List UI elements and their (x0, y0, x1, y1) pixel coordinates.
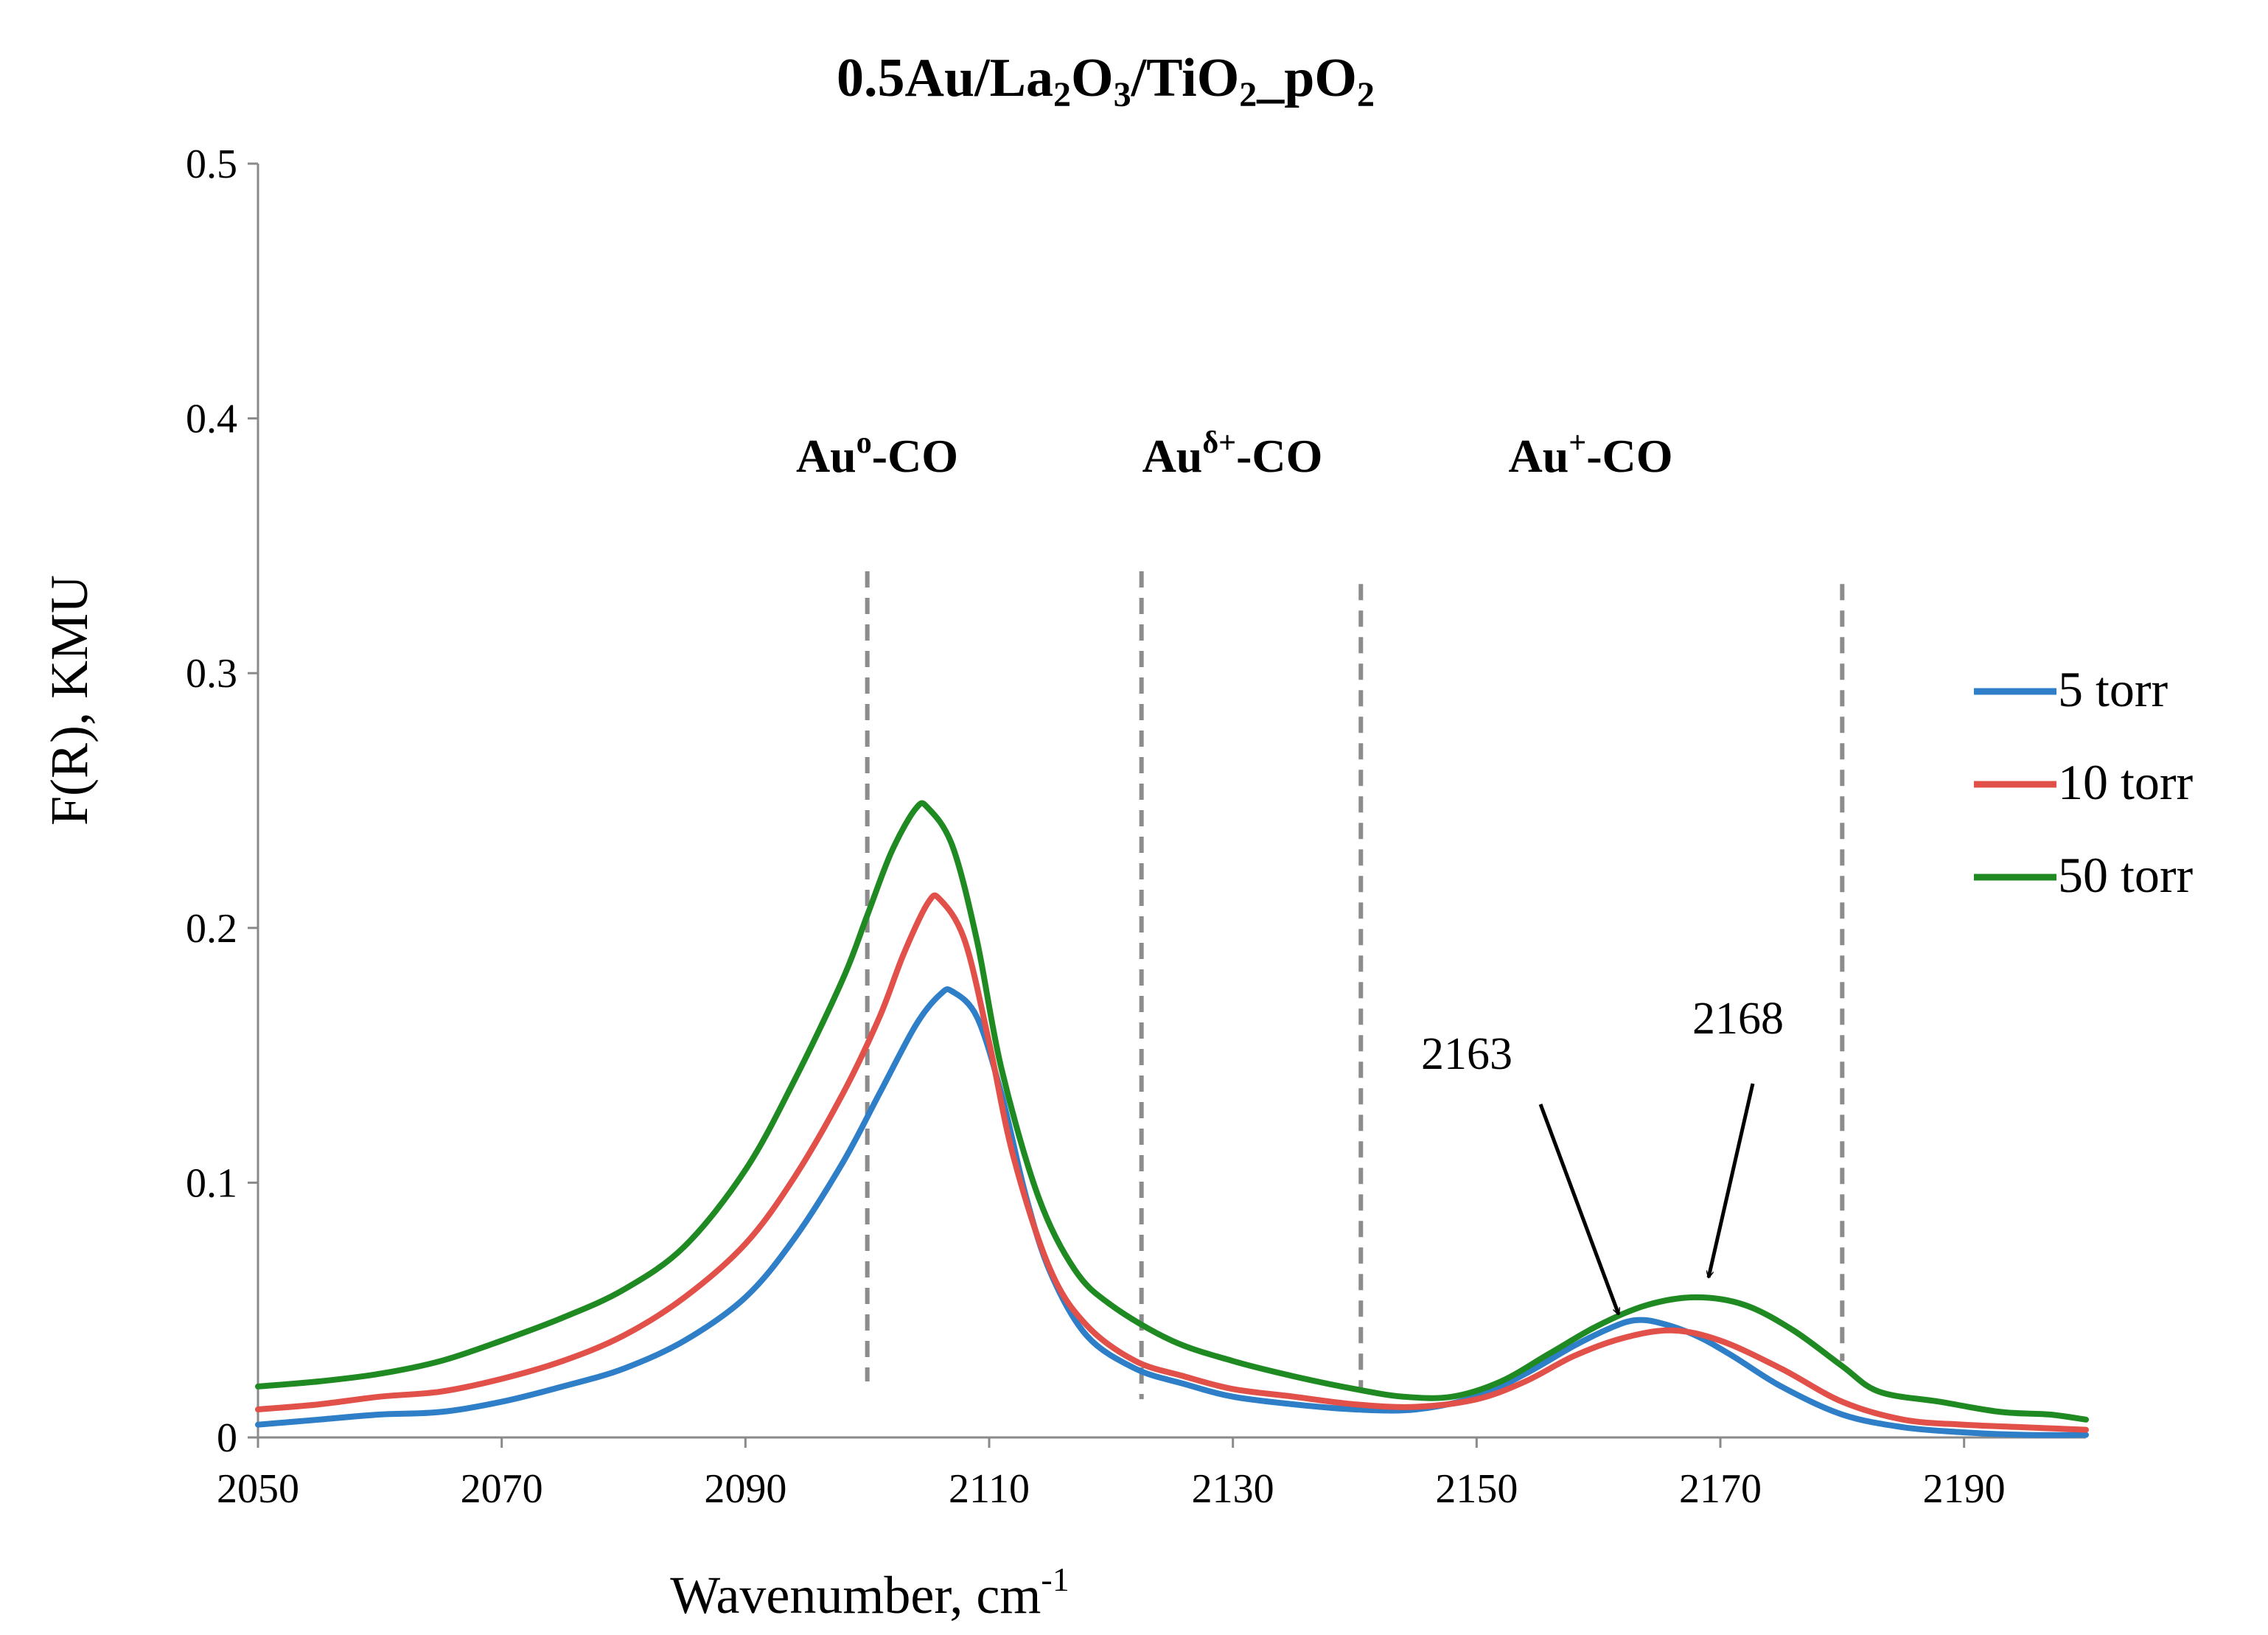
x-tick-label: 2090 (704, 1466, 786, 1512)
y-tick-label: 0.4 (186, 397, 237, 442)
x-tick-label: 2150 (1435, 1466, 1518, 1512)
region-label-audelta-co: Auδ+-CO (1142, 426, 1323, 482)
x-tick-label: 2050 (217, 1466, 299, 1512)
x-tick-label: 2170 (1679, 1466, 1762, 1512)
y-tick-label: 0.2 (186, 906, 237, 952)
y-tick-label: 0.1 (186, 1160, 237, 1206)
region-label-auplus-co: Au+-CO (1508, 426, 1672, 482)
y-tick-label: 0.3 (186, 651, 237, 697)
series-line-50-torr (255, 800, 2089, 1423)
region-label-au0-co: Auo-CO (796, 426, 958, 482)
peak-arrow-2163 (1538, 1104, 1621, 1314)
x-tick-label: 2130 (1192, 1466, 1274, 1512)
series-line-10-torr (255, 892, 2089, 1433)
x-tick-label: 2190 (1923, 1466, 2006, 1512)
y-ticks: 0 0.1 0.2 0.3 0.4 0.5 (186, 142, 258, 1461)
x-axis-title: Wavenumber, cm-1 (670, 1561, 1069, 1625)
legend-label: 5 torr (2058, 661, 2168, 717)
x-tick-label: 2110 (949, 1466, 1030, 1512)
peak-arrow-2168 (1709, 1083, 1755, 1277)
series-line-5-torr (255, 986, 2089, 1438)
y-tick-label: 0 (217, 1415, 237, 1461)
legend-label: 10 torr (2058, 754, 2194, 810)
peak-label-2163: 2163 (1421, 1029, 1512, 1079)
series-group (255, 800, 2089, 1438)
reference-lines (865, 571, 1845, 1400)
x-tick-label: 2070 (461, 1466, 543, 1512)
y-axis-title: F(R), KMU (40, 575, 99, 826)
chart-title: 0.5Au/La2O3/TiO2_pO2 (837, 48, 1375, 114)
x-ticks: 2050 2070 2090 2110 2130 2150 2170 2190 (217, 1437, 2006, 1512)
peak-label-2168: 2168 (1692, 994, 1784, 1044)
legend-label: 50 torr (2058, 847, 2194, 903)
legend: 5 torr 10 torr 50 torr (1974, 661, 2194, 903)
y-tick-label: 0.5 (186, 142, 237, 187)
